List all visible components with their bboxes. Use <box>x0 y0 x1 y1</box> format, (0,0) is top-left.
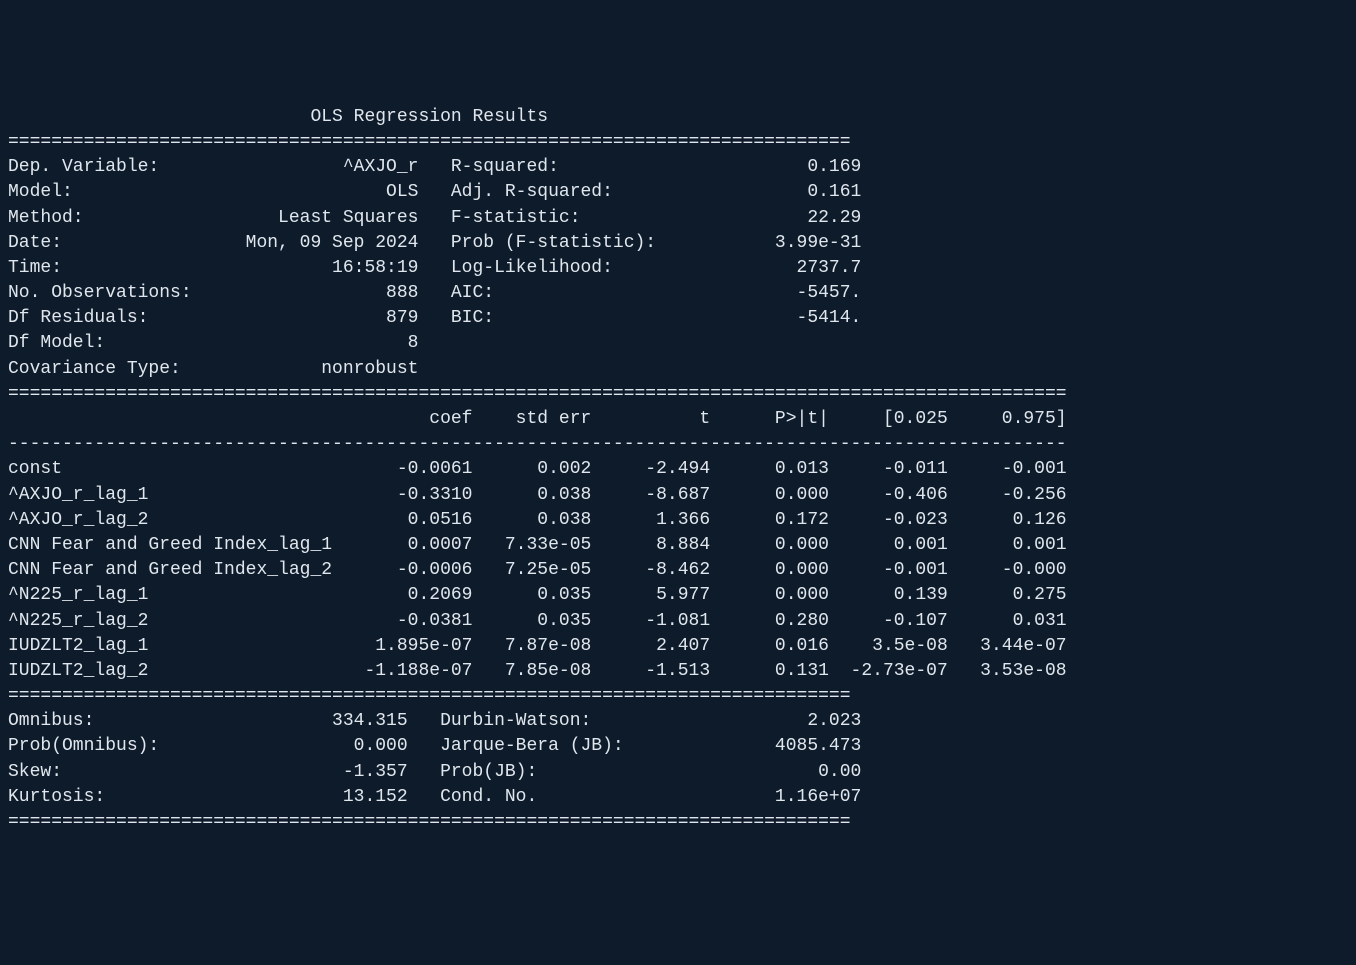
regression-output: OLS Regression Results =================… <box>8 105 1348 835</box>
